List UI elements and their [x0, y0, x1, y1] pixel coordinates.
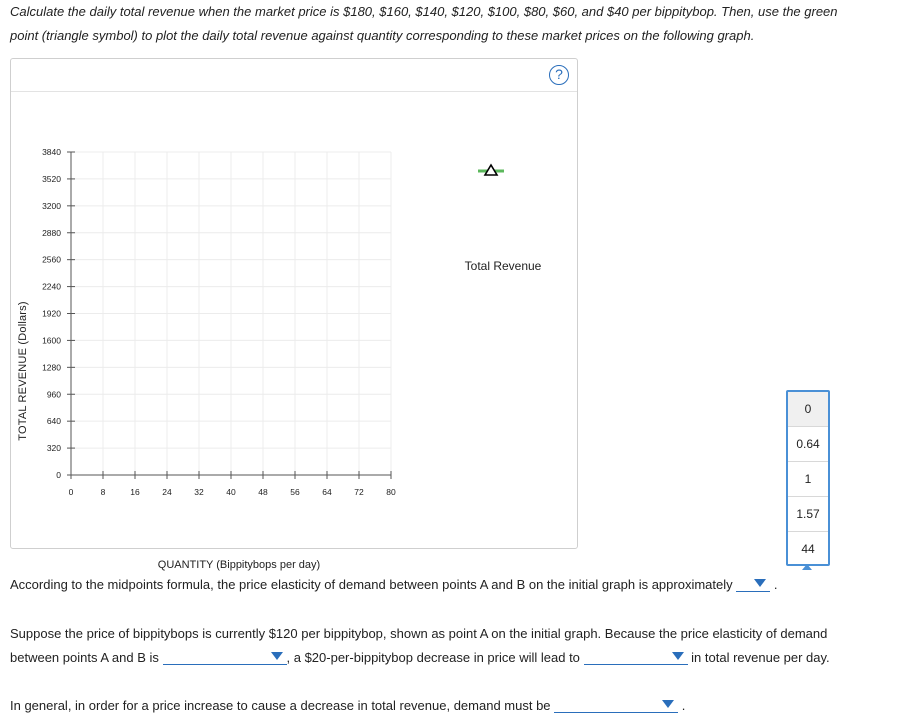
- question-2-line-1: Suppose the price of bippitybops is curr…: [10, 626, 828, 641]
- elasticity-dropdown-list[interactable]: 0 0.64 1 1.57 44: [786, 390, 830, 566]
- elasticity-select[interactable]: [736, 575, 771, 592]
- x-axis-label: QUANTITY (Bippitybops per day): [157, 559, 321, 571]
- instructions-line-1: Calculate the daily total revenue when t…: [10, 4, 838, 19]
- graph-header: ?: [11, 59, 577, 92]
- question-2-mid: , a $20-per-bippitybop decrease in price…: [286, 650, 580, 665]
- y-tick-label: 960: [47, 389, 61, 399]
- x-tick-label: 56: [290, 487, 300, 497]
- x-tick-label: 40: [226, 487, 236, 497]
- chevron-down-icon: [671, 652, 684, 660]
- question-2-line-2: between points A and B is , a $20-per-bi…: [10, 646, 830, 670]
- y-tick-label: 3520: [42, 174, 61, 184]
- dropdown-option[interactable]: 1.57: [788, 497, 828, 532]
- legend-label: Total Revenue: [464, 259, 542, 273]
- question-3: In general, in order for a price increas…: [10, 694, 685, 718]
- demand-type-select[interactable]: [554, 696, 679, 713]
- instructions: Calculate the daily total revenue when t…: [10, 0, 910, 48]
- x-tick-label: 32: [194, 487, 204, 497]
- x-tick-label: 8: [101, 487, 106, 497]
- x-tick-label: 0: [69, 487, 74, 497]
- question-3-end: .: [681, 698, 686, 713]
- question-circle-icon[interactable]: ?: [549, 65, 569, 85]
- dropdown-option[interactable]: 44: [801, 542, 815, 556]
- y-tick-label: 3840: [42, 147, 61, 157]
- y-tick-label: 1920: [42, 309, 61, 319]
- dropdown-option[interactable]: 0.64: [788, 427, 828, 462]
- question-3-text: In general, in order for a price increas…: [10, 698, 551, 713]
- question-1-end: .: [773, 577, 778, 592]
- y-tick-label: 2240: [42, 282, 61, 292]
- y-tick-label: 320: [47, 443, 61, 453]
- y-tick-label: 640: [47, 416, 61, 426]
- x-tick-label: 80: [386, 487, 396, 497]
- question-1: According to the midpoints formula, the …: [10, 573, 778, 597]
- question-1-text: According to the midpoints formula, the …: [10, 577, 733, 592]
- y-tick-label: 2560: [42, 255, 61, 265]
- x-tick-label: 64: [322, 487, 332, 497]
- question-2-end: in total revenue per day.: [691, 650, 830, 665]
- instructions-line-2: point (triangle symbol) to plot the dail…: [10, 28, 755, 43]
- elasticity-type-select[interactable]: [162, 648, 287, 665]
- x-tick-label: 24: [162, 487, 172, 497]
- dropdown-option[interactable]: 0: [788, 392, 828, 427]
- x-tick-label: 72: [354, 487, 364, 497]
- y-tick-label: 0: [56, 470, 61, 480]
- y-tick-label: 2880: [42, 228, 61, 238]
- y-tick-label: 1280: [42, 362, 61, 372]
- chevron-down-icon: [754, 579, 767, 587]
- triangle-icon: [483, 163, 499, 176]
- graph-panel: ? TOTAL REVENUE (Dollars) QUANTITY (Bipp…: [10, 58, 578, 571]
- dropdown-caret-icon: [802, 564, 812, 570]
- dropdown-option[interactable]: 1: [788, 462, 828, 497]
- revenue-change-select[interactable]: [583, 648, 688, 665]
- x-tick-label: 16: [130, 487, 140, 497]
- x-tick-label: 48: [258, 487, 268, 497]
- chevron-down-icon: [270, 652, 283, 660]
- chevron-down-icon: [662, 700, 675, 708]
- y-tick-label: 3200: [42, 201, 61, 211]
- question-2-start: between points A and B is: [10, 650, 159, 665]
- y-tick-label: 1600: [42, 335, 61, 345]
